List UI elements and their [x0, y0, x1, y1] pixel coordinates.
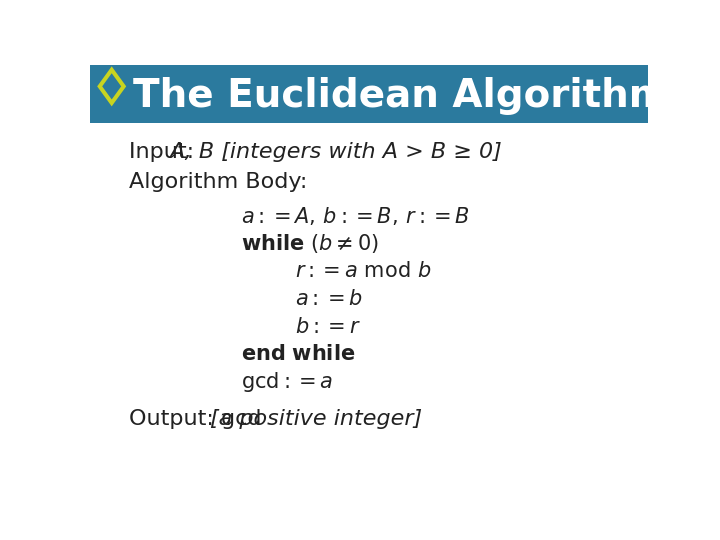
Text: $\mathbf{while}\ (b \neq 0)$: $\mathbf{while}\ (b \neq 0)$ — [241, 232, 379, 255]
FancyBboxPatch shape — [90, 65, 648, 123]
Text: [a positive integer]: [a positive integer] — [210, 409, 422, 429]
Text: The Euclidean Algorithm: The Euclidean Algorithm — [132, 77, 669, 114]
Text: $\mathbf{end\ while}$: $\mathbf{end\ while}$ — [241, 345, 356, 364]
Polygon shape — [97, 66, 126, 106]
Text: Output: gcd: Output: gcd — [129, 409, 269, 429]
Text: $r := a\ \mathrm{mod}\ b$: $r := a\ \mathrm{mod}\ b$ — [295, 261, 432, 281]
Text: A, B [integers with A > B ≥ 0]: A, B [integers with A > B ≥ 0] — [169, 142, 502, 162]
Text: $a := b$: $a := b$ — [295, 289, 363, 309]
Polygon shape — [102, 73, 121, 99]
Text: $b := r$: $b := r$ — [295, 316, 361, 336]
Text: $a := A,\, b := B,\, r := B$: $a := A,\, b := B,\, r := B$ — [241, 205, 470, 227]
Text: Algorithm Body:: Algorithm Body: — [129, 172, 307, 192]
Text: $\mathrm{gcd} := a$: $\mathrm{gcd} := a$ — [241, 370, 333, 394]
Text: Input:: Input: — [129, 142, 201, 162]
